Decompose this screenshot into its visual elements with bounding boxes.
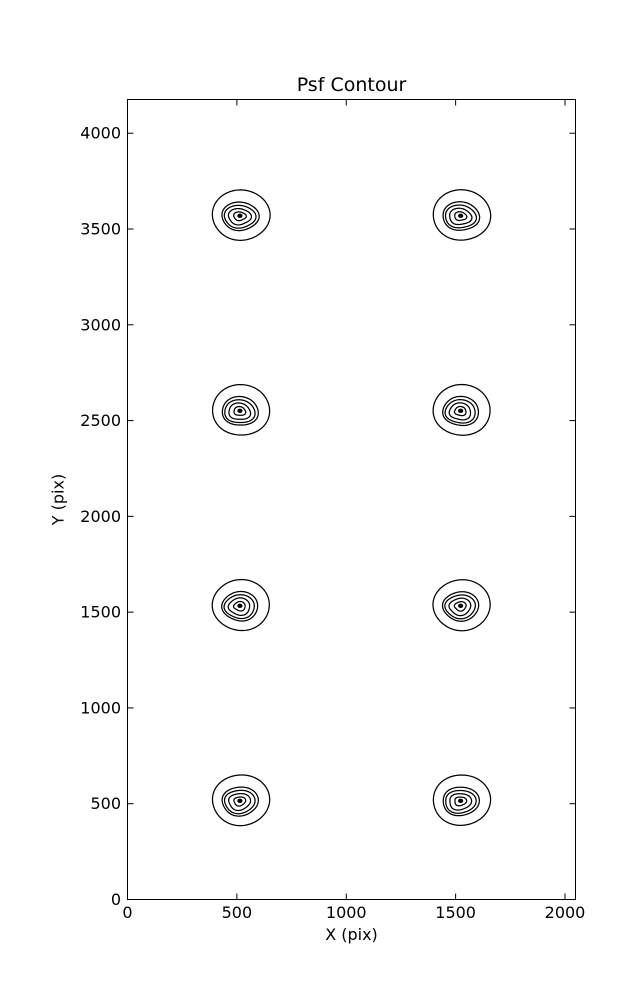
contour-ring [432,774,492,826]
y-tick-label: 4000 [80,124,121,143]
contour-ring [221,201,260,232]
contour-ring [228,792,252,812]
chart-title: Psf Contour [297,74,407,96]
y-tick-label: 2500 [80,411,121,430]
contour-ring [444,204,478,229]
contour-ring [233,796,247,807]
contour-core [237,603,243,608]
x-tick-label: 2000 [545,903,586,922]
psf-contour-group [432,579,491,632]
y-tick-label: 1500 [80,603,121,622]
contour-ring [448,597,472,617]
psf-contour-group [211,189,271,241]
psf-contour-group [211,383,271,436]
contour-ring [232,600,246,612]
y-tick-label: 500 [90,794,121,813]
contour-ring [432,383,491,436]
contour-ring [233,405,247,416]
contour-ring [211,189,271,241]
contour-ring [228,402,252,420]
contour-ring [211,578,270,632]
contour-ring [453,601,467,612]
contour-ring [224,399,256,424]
contour-core [458,603,464,608]
contour-ring [221,590,259,622]
contour-ring [445,789,477,814]
y-tick-label: 3000 [80,315,121,334]
contour-core [237,798,243,803]
contour-ring [442,395,480,427]
contour-ring [454,796,468,807]
x-tick-label: 1500 [435,903,476,922]
contour-ring [227,207,253,226]
y-axis-label: Y (pix) [49,474,68,526]
x-tick-label: 500 [222,903,253,922]
contour-ring [453,405,467,417]
axes-frame [127,99,576,900]
contour-ring [221,395,259,426]
contour-ring [223,594,255,620]
contour-ring [454,211,468,222]
y-tick-label: 0 [111,890,121,909]
contour-core [237,213,243,218]
contour-core [237,408,243,413]
contour-core [458,798,464,803]
psf-contour-group [432,383,491,436]
contour-ring [449,207,473,226]
contour-ring [211,383,271,436]
psf-contour-group [432,774,492,826]
contour-ring [442,201,481,231]
contour-ring [227,597,251,617]
x-tick-label: 0 [122,903,132,922]
contour-ring [223,204,257,229]
x-tick-label: 1000 [326,903,367,922]
psf-contour-group [432,189,492,241]
contour-ring [449,793,473,811]
contour-core [458,213,464,218]
contour-ring [432,189,492,241]
contour-ring [223,789,256,815]
y-tick-label: 3500 [80,220,121,239]
psf-contour-group [211,578,270,632]
contour-ring [448,402,472,421]
contour-ring [233,211,247,222]
contour-ring [444,594,476,620]
contour-ring [221,786,259,817]
y-tick-label: 1000 [80,698,121,717]
contour-core [458,408,464,413]
psf-contour-group [211,774,271,827]
contour-ring [211,774,271,827]
x-axis-label: X (pix) [325,925,378,944]
y-tick-label: 2000 [80,507,121,526]
contour-ring [444,398,476,424]
contour-ring [432,579,491,632]
contour-ring [442,786,480,817]
contour-ring [441,591,480,622]
plot-generated-content: 0 500 1000 1500 2000 0 500 1000 1500 2000 2500 3000… [80,99,586,922]
